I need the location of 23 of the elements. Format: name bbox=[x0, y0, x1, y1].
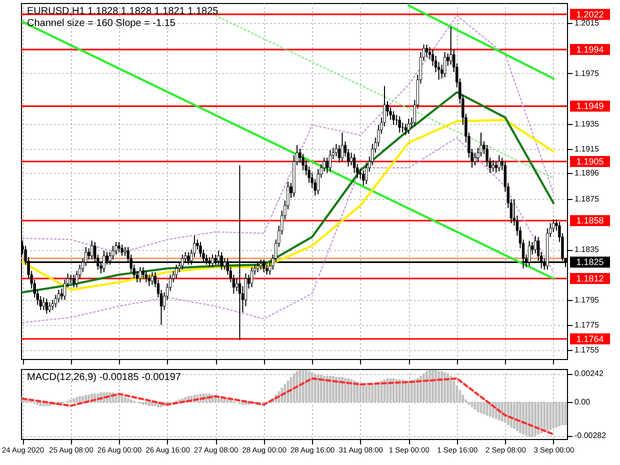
y-tick-label: 1.1875 bbox=[574, 194, 600, 204]
y-tick-label: 1.2015 bbox=[574, 18, 600, 28]
ref-line-label: 1.2022 bbox=[576, 9, 604, 20]
ref-line-label: 1.1949 bbox=[576, 101, 604, 112]
chart-title: MACD(12,26,9) -0.00185 -0.00197 bbox=[27, 372, 182, 383]
text: Channel size = 160 Slope = -1.15 bbox=[27, 18, 176, 29]
ref-line-label: 1.1994 bbox=[576, 44, 604, 55]
ref-line-label: 1.1858 bbox=[576, 216, 604, 226]
y-tick-label: 1.1835 bbox=[574, 245, 600, 254]
y-tick-label: 1.1795 bbox=[574, 295, 600, 304]
y-tick-label: 1.1935 bbox=[574, 119, 600, 128]
ref-line-label: 1.1812 bbox=[576, 273, 604, 284]
ref-line-label: 1.1905 bbox=[576, 156, 604, 166]
y-tick-label: 1.1755 bbox=[574, 346, 600, 355]
y-tick-label: 1.1975 bbox=[574, 68, 600, 78]
y-tick-label: 1.1775 bbox=[574, 320, 600, 330]
y-tick-label: 0.00 bbox=[574, 398, 591, 407]
ref-line-label: 1.1764 bbox=[576, 334, 604, 344]
ref-line-label: 1.1825 bbox=[576, 257, 604, 268]
y-tick-label: 0.00242 bbox=[574, 369, 604, 378]
y-tick-label: 1.1896 bbox=[574, 168, 600, 178]
y-tick-label: -0.00282 bbox=[574, 431, 607, 440]
y-tick-label: 1.1915 bbox=[574, 144, 600, 154]
